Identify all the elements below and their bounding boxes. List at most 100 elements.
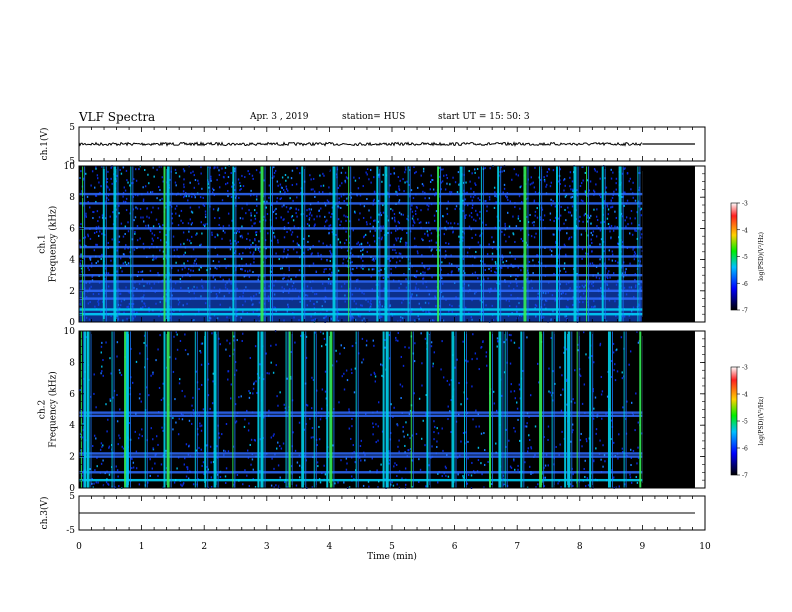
ch1-spectrogram-noise-cell: [371, 268, 374, 271]
ch1-spectrogram-ytick-label: 10: [64, 162, 76, 172]
ch1-spectrogram-noise-cell: [268, 184, 271, 187]
ch1-spectrogram-noise-cell: [247, 170, 249, 173]
ch2-spectrogram-noise-cell: [154, 462, 156, 465]
ch1-spectrogram-burst: [269, 166, 271, 322]
colorbar-tick-label: -6: [742, 446, 748, 453]
ch2-spectrogram-noise-cell: [562, 388, 564, 391]
ch1-spectrogram-noise-cell: [443, 233, 446, 236]
ch1-spectrogram-burst: [601, 166, 604, 322]
ch1-spectrogram-noise-cell: [462, 236, 464, 239]
ch1-spectrogram-noise-cell: [458, 235, 460, 238]
ch2-spectrogram-noise-cell: [234, 361, 237, 364]
ch1-spectrogram-noise-cell: [492, 241, 495, 244]
ch1-spectrogram-ytick-label: 0: [69, 318, 75, 328]
ch1-spectrogram-noise-cell: [584, 171, 587, 174]
ch2-spectrogram-burst: [607, 331, 611, 488]
ch1-spectrogram-ytick-label: 4: [69, 256, 75, 266]
ch2-spectrogram-noise-cell: [223, 454, 225, 457]
ch1-spectrogram-noise-cell: [414, 172, 416, 175]
ch1-spectrogram-noise-cell: [143, 247, 145, 250]
ch2-spectrogram-burst: [86, 331, 90, 488]
ch1-spectrogram-noise-cell: [421, 183, 424, 186]
ch2-spectrogram-noise-cell: [225, 467, 228, 470]
ch1-spectrogram-noise-cell: [420, 174, 422, 177]
ch1-spectrogram-noise-cell: [457, 222, 459, 225]
ch2-spectrogram-noise-cell: [462, 474, 464, 477]
ch1-spectrogram-noise-cell: [79, 262, 82, 265]
ch1-spectrogram-noise-cell: [175, 171, 177, 174]
ch2-spectrogram-noise-cell: [101, 365, 103, 368]
ch1-spectrogram-noise-cell: [367, 241, 369, 244]
ch1-spectrogram-noise-cell: [328, 277, 330, 280]
ch2-spectrogram-noise-cell: [283, 481, 286, 484]
ch2-spectrogram-noise-cell: [218, 436, 221, 439]
ch1-spectrogram-noise-cell: [411, 210, 414, 213]
ch1-spectrogram-noise-cell: [345, 219, 347, 222]
ch1-spectrogram-noise-cell: [108, 188, 111, 191]
ch1-spectrogram-noise-cell: [85, 214, 87, 217]
ch2-spectrogram-noise-cell: [637, 456, 640, 459]
ch2-spectrogram-noise-cell: [139, 393, 141, 396]
ch2-spectrogram-burst: [329, 331, 333, 488]
ch1-spectrogram-noise-cell: [88, 268, 90, 271]
ch2-spectrogram-burst-edge: [455, 331, 457, 488]
ch1-spectrogram-noise-cell: [539, 216, 541, 219]
ch2-spectrogram-noise-cell: [376, 469, 378, 472]
ch2-spectrogram-noise-cell: [184, 395, 186, 398]
ch2-spectrogram-noise-cell: [377, 425, 379, 428]
ch1-spectrogram-noise-cell: [110, 259, 112, 262]
time-tick-label: 6: [452, 542, 458, 552]
ch1-spectrogram-noise-cell: [475, 209, 477, 212]
ch2-spectrogram-noise-cell: [102, 459, 104, 462]
ch2-spectrogram-burst: [426, 331, 429, 488]
ch1-spectrogram-noise-cell: [183, 242, 185, 245]
ch1-spectrogram-noise-cell: [554, 205, 557, 208]
ch1-spectrogram-noise-cell: [421, 254, 423, 257]
ch1-spectrogram-noise-cell: [180, 219, 182, 222]
ch1-spectrogram-noise-cell: [85, 212, 87, 215]
time-tick-label: 5: [389, 542, 395, 552]
ch1-spectrogram-noise-cell: [142, 200, 145, 203]
ch2-spectrogram-noise-cell: [526, 450, 529, 453]
ch2-spectrogram-noise-cell: [577, 349, 579, 352]
ch1-spectrogram-noise-cell: [248, 209, 250, 212]
ch2-spectrogram-noise-cell: [450, 379, 453, 382]
ch1-spectrogram-noise-cell: [329, 251, 332, 254]
ch2-spectrogram-noise-cell: [554, 382, 556, 385]
ch1-spectrogram-band: [79, 227, 643, 230]
ch1-spectrogram-noise-cell: [507, 266, 509, 269]
ch1-spectrogram-noise-cell: [159, 199, 161, 202]
ch1-spectrogram-noise-cell: [482, 221, 484, 224]
ch1-spectrogram-noise-cell: [215, 166, 217, 169]
ch1-spectrogram-noise-cell: [239, 189, 241, 192]
ch2-spectrogram-noise-cell: [172, 370, 175, 373]
ch1-spectrogram-noise-cell: [393, 172, 395, 175]
ch2-spectrogram-noise-cell: [493, 402, 496, 405]
ch2-spectrogram-noise-cell: [610, 375, 612, 378]
ch1-spectrogram-noise-cell: [329, 224, 332, 227]
ch2-spectrogram-noise-cell: [162, 397, 164, 400]
ch1-spectrogram-noise-cell: [520, 269, 522, 272]
ch2-spectrogram-noise-cell: [617, 457, 619, 460]
ch1-spectrogram-noise-cell: [513, 168, 515, 171]
ch2-spectrogram-noise-cell: [418, 397, 421, 400]
ch1-spectrogram-noise-cell: [299, 172, 301, 175]
ch1-spectrogram-burst-edge: [350, 166, 352, 322]
ch1-spectrogram-noise-cell: [82, 177, 85, 180]
ch1-spectrogram-noise-cell: [257, 275, 260, 278]
figure-title: VLF Spectra: [79, 110, 156, 124]
ch2-spectrogram-noise-cell: [331, 364, 334, 367]
ch1-spectrogram-noise-cell: [134, 232, 136, 235]
ch2-spectrogram-noise-cell: [354, 367, 357, 370]
ch1-spectrogram-burst-edge: [84, 166, 86, 322]
ch2-spectrogram-noise-cell: [246, 449, 249, 452]
ch1-spectrogram-noise-cell: [370, 181, 372, 184]
ch1-spectrogram-band: [79, 297, 643, 300]
ch1-spectrogram-noise-cell: [112, 211, 114, 214]
ch1-spectrogram-noise-cell: [405, 231, 408, 234]
ch2-spectrogram-noise-cell: [509, 362, 512, 365]
ch2-spectrogram-noise-cell: [559, 443, 561, 446]
ch1-spectrogram-noise-cell: [256, 204, 258, 207]
ch1-spectrogram-noise-cell: [212, 208, 215, 211]
